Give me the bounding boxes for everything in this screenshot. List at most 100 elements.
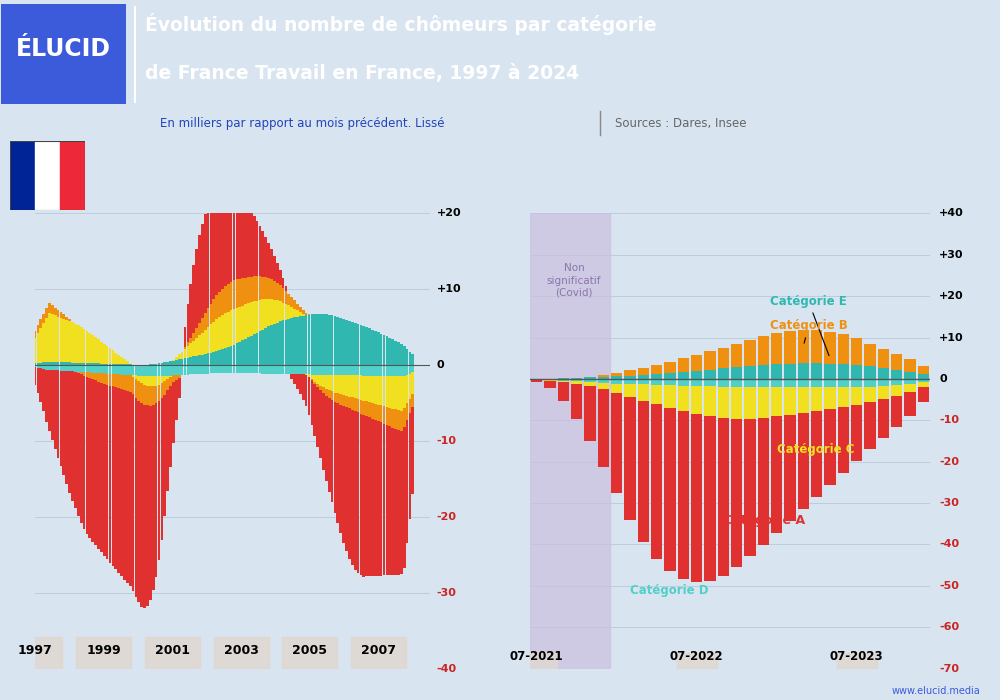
Bar (744, 366, 756, 379)
Bar (357, 324, 359, 365)
Bar (37, 326, 39, 332)
Bar (80, 365, 83, 372)
Bar (238, 342, 241, 365)
Bar (348, 375, 351, 397)
Bar (311, 379, 313, 380)
Bar (74, 324, 77, 363)
Bar (285, 365, 287, 374)
Bar (103, 363, 106, 365)
Bar (214, 637, 269, 668)
Bar (409, 398, 411, 414)
Bar (117, 374, 120, 388)
Bar (45, 318, 48, 362)
Bar (253, 302, 256, 334)
Bar (691, 371, 702, 379)
Bar (598, 379, 609, 383)
Bar (181, 351, 183, 359)
Bar (313, 365, 316, 375)
Bar (718, 368, 729, 379)
Bar (86, 365, 88, 372)
Bar (230, 181, 232, 282)
Bar (42, 363, 45, 365)
Bar (221, 349, 224, 365)
Bar (334, 316, 336, 365)
Bar (362, 326, 365, 365)
Bar (267, 278, 270, 299)
Bar (238, 193, 241, 279)
Bar (279, 286, 282, 301)
Bar (342, 318, 345, 365)
Bar (598, 389, 609, 467)
Bar (360, 365, 362, 375)
Bar (132, 395, 134, 591)
Bar (146, 386, 149, 405)
Bar (282, 365, 284, 374)
Bar (308, 314, 310, 315)
Bar (311, 374, 313, 379)
Bar (135, 398, 137, 596)
Bar (45, 370, 48, 423)
Bar (42, 323, 45, 363)
Bar (411, 394, 414, 407)
Bar (285, 291, 287, 304)
Bar (247, 304, 250, 337)
Bar (731, 387, 742, 419)
Bar (236, 307, 238, 343)
Bar (403, 408, 406, 426)
Bar (163, 395, 166, 516)
Bar (140, 383, 143, 403)
Bar (184, 349, 186, 358)
Bar (97, 340, 100, 363)
Bar (204, 330, 207, 354)
Bar (342, 406, 345, 542)
Bar (336, 365, 339, 375)
Bar (54, 362, 57, 365)
Bar (273, 256, 276, 281)
Bar (120, 357, 123, 364)
Bar (851, 405, 862, 461)
Bar (704, 370, 716, 379)
Bar (204, 365, 207, 374)
Bar (54, 365, 57, 370)
Bar (256, 300, 258, 332)
Bar (308, 365, 310, 375)
Bar (68, 321, 71, 363)
Bar (374, 404, 377, 420)
Bar (227, 284, 230, 312)
Bar (339, 375, 342, 394)
Bar (851, 379, 862, 387)
Bar (192, 365, 195, 375)
Bar (60, 362, 62, 365)
Bar (571, 379, 582, 382)
Bar (409, 374, 411, 398)
Bar (86, 363, 88, 365)
Bar (851, 365, 862, 379)
Bar (253, 365, 256, 373)
Bar (319, 365, 322, 375)
Bar (195, 328, 198, 338)
Bar (204, 214, 207, 314)
Bar (212, 193, 215, 299)
Bar (45, 309, 48, 318)
Bar (74, 372, 77, 508)
Bar (207, 309, 209, 327)
Bar (368, 402, 371, 417)
Bar (88, 363, 91, 365)
Bar (296, 317, 299, 365)
Bar (311, 314, 313, 365)
Bar (598, 375, 609, 377)
Bar (149, 386, 152, 405)
Bar (166, 365, 169, 376)
Text: Catégorie B: Catégorie B (770, 319, 848, 343)
Bar (360, 400, 362, 414)
Bar (611, 393, 622, 493)
Bar (62, 365, 65, 371)
Bar (68, 319, 71, 321)
Bar (365, 401, 368, 416)
Bar (293, 309, 296, 317)
Bar (91, 372, 94, 379)
Bar (83, 363, 85, 365)
Bar (137, 365, 140, 376)
Bar (158, 365, 160, 376)
Bar (100, 383, 103, 552)
